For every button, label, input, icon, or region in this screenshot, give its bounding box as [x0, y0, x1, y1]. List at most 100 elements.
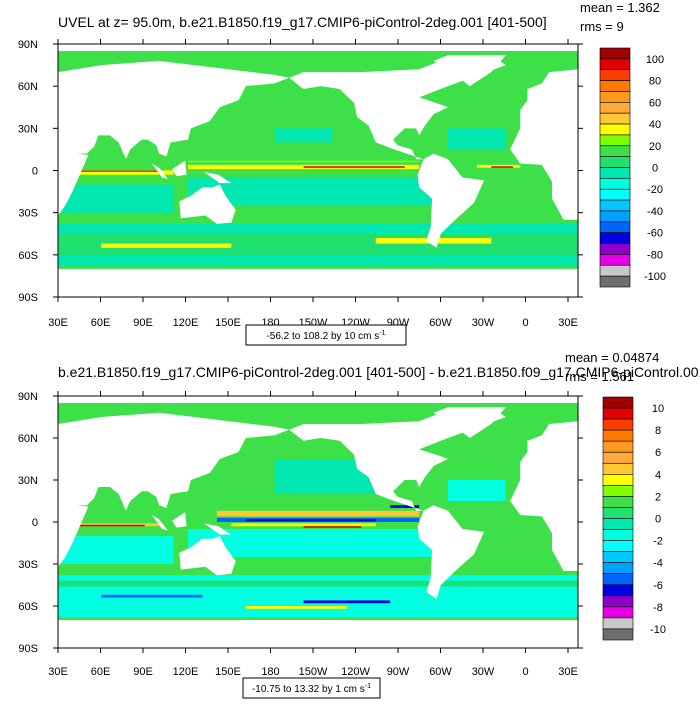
land	[289, 55, 506, 160]
mean-label: mean = 1.362	[580, 0, 660, 15]
colorbar-box	[599, 69, 631, 81]
colorbar-box	[602, 606, 634, 619]
colorbar-label: 60	[649, 97, 661, 109]
colorbar-label: -8	[653, 602, 663, 614]
colorbar-box	[599, 112, 631, 125]
current-band	[58, 536, 174, 564]
lat-tick-label: 90S	[18, 292, 38, 304]
colorbar-label: -60	[647, 228, 663, 240]
colorbar-box	[602, 462, 634, 475]
colorbar-box	[602, 407, 634, 420]
lat-tick-label: 30N	[18, 475, 38, 487]
lon-tick-label: 90E	[133, 666, 153, 678]
colorbar-box	[599, 167, 631, 179]
colorbar-label: -4	[653, 558, 663, 570]
land	[172, 160, 187, 177]
colorbar-box	[602, 507, 634, 519]
current-band	[245, 606, 347, 609]
current-band	[303, 166, 405, 168]
colorbar-label: 4	[655, 469, 661, 481]
colorbar-box	[602, 562, 634, 575]
colorbar-box	[599, 80, 631, 92]
colorbar-box	[602, 485, 634, 497]
lon-tick-label: 60E	[91, 317, 111, 329]
panel-title: UVEL at z= 95.0m, b.e21.B1850.f19_g17.CM…	[58, 14, 547, 30]
colorbar-box	[602, 529, 634, 541]
info-box	[242, 677, 381, 699]
panel-title: b.e21.B1850.f19_g17.CMIP6-piControl-2deg…	[58, 364, 700, 380]
current-band	[216, 510, 420, 517]
lon-tick-label: 120W	[341, 666, 370, 678]
current-band	[58, 184, 174, 213]
lat-tick-label: 90N	[18, 39, 38, 51]
colorbar-box	[599, 199, 631, 212]
info-range: -56.2 to 108.2 by 10 cm s	[266, 331, 379, 342]
colorbar-label: 10	[652, 403, 664, 415]
colorbar-label: -20	[647, 184, 663, 196]
colorbar-box	[599, 58, 631, 71]
lon-tick-label: 30E	[48, 666, 68, 678]
colorbar-box	[602, 617, 634, 630]
info-text: -10.75 to 13.32 by 1 cm s-1	[252, 683, 371, 695]
current-band	[72, 170, 160, 172]
colorbar-box	[599, 145, 631, 157]
colorbar-box	[602, 451, 634, 464]
colorbar-box	[599, 188, 631, 201]
current-band	[448, 128, 506, 150]
colorbar-label: 0	[655, 514, 661, 526]
colorbar-box	[602, 584, 634, 597]
colorbar-box	[599, 123, 631, 136]
rms-label: rms = 9	[580, 19, 624, 34]
lon-tick-label: 150E	[215, 317, 241, 329]
lon-tick-label: 30E	[558, 666, 578, 678]
lon-tick-label: 30E	[48, 317, 68, 329]
current-band	[231, 523, 376, 527]
lon-tick-label: 90E	[133, 317, 153, 329]
lon-tick-label: 0	[522, 666, 528, 678]
colorbar-box	[602, 496, 634, 508]
current-band	[448, 480, 506, 501]
current-band	[476, 164, 521, 168]
info-text: -56.2 to 108.2 by 10 cm s-1	[266, 330, 385, 342]
land	[151, 515, 168, 531]
current-band	[303, 600, 391, 604]
colorbar-box	[599, 221, 631, 233]
lat-tick-label: 60S	[18, 601, 38, 613]
land	[433, 407, 506, 438]
colorbar-label: -100	[644, 271, 666, 283]
mean-label: mean = 0.04874	[565, 350, 659, 365]
land	[179, 536, 236, 576]
lon-tick-label: 150E	[215, 666, 241, 678]
colorbar-box	[602, 429, 634, 442]
current-band	[188, 160, 420, 163]
colorbar-box	[599, 275, 631, 288]
colorbar-box	[599, 243, 631, 255]
colorbar-label: 100	[646, 54, 664, 66]
current-band	[245, 519, 376, 522]
lat-tick-label: 90N	[18, 391, 38, 403]
map-field	[58, 403, 578, 620]
lat-tick-label: 60N	[18, 433, 38, 445]
colorbar-box	[602, 551, 634, 563]
lon-tick-label: 120E	[173, 666, 199, 678]
info-unit-exp: -1	[379, 330, 385, 337]
land	[58, 412, 290, 567]
colorbar-box	[599, 102, 631, 114]
lon-tick-label: 180	[261, 666, 279, 678]
colorbar-label: 80	[649, 76, 661, 88]
colorbar-box	[599, 91, 631, 103]
colorbar-box	[602, 595, 634, 608]
colorbar-box	[599, 47, 631, 60]
colorbar-box	[602, 418, 634, 431]
current-band	[101, 243, 232, 248]
lon-tick-label: 30W	[472, 666, 495, 678]
land	[510, 69, 578, 220]
lat-tick-label: 0	[32, 166, 38, 178]
colorbar-box	[599, 264, 631, 277]
colorbar-box	[599, 178, 631, 190]
land	[203, 171, 232, 184]
land	[203, 523, 232, 535]
rms-label: rms = 1.561	[565, 369, 634, 384]
